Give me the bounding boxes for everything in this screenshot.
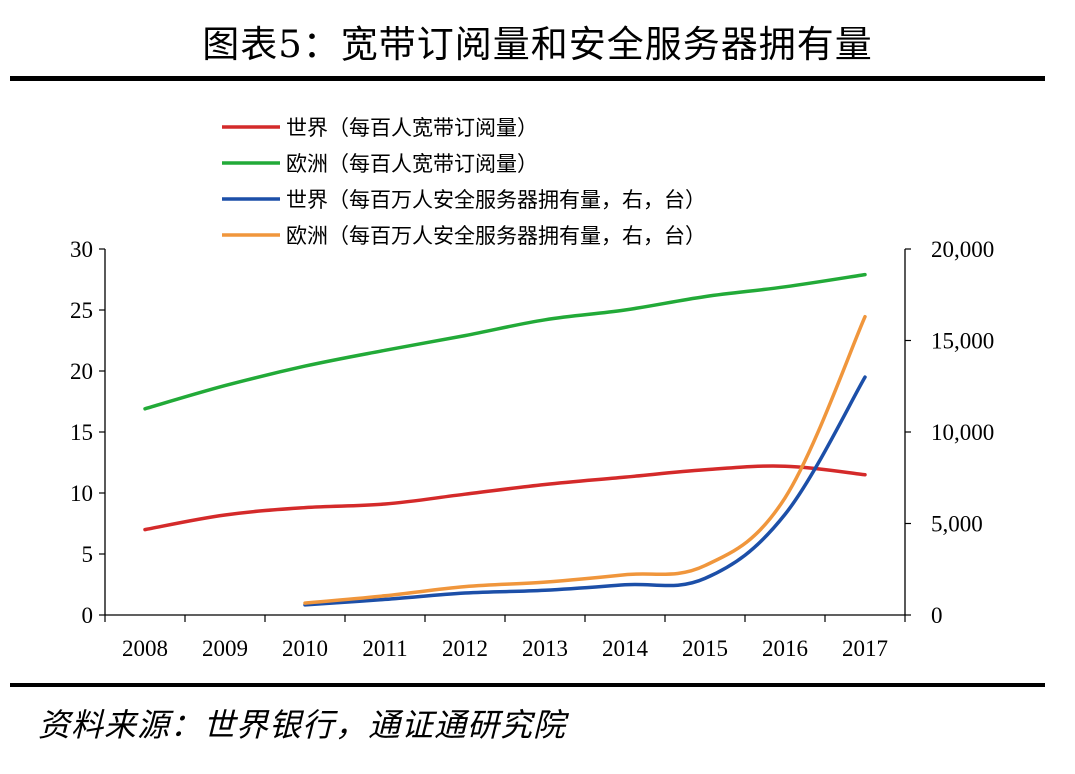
x-tick-label: 2015 (682, 636, 728, 661)
chart-title: 图表5：宽带订阅量和安全服务器拥有量 (202, 23, 873, 66)
left-y-tick-label: 15 (70, 420, 93, 445)
left-y-tick-label: 10 (70, 481, 93, 506)
right-y-tick-label: 0 (931, 603, 943, 628)
left-y-tick-label: 5 (82, 542, 94, 567)
x-tick-label: 2017 (842, 636, 888, 661)
right-y-tick-label: 10,000 (931, 420, 994, 445)
title-underline (10, 76, 1045, 81)
right-y-tick-label: 20,000 (931, 237, 994, 262)
left-y-tick-label: 0 (82, 603, 94, 628)
series-line-world-servers (303, 375, 867, 607)
source-note: 资料来源：世界银行，通证通研究院 (38, 706, 567, 744)
series-layer (143, 272, 867, 607)
x-tick-label: 2013 (522, 636, 568, 661)
right-y-tick-label: 15,000 (931, 329, 994, 354)
legend-entry-world-servers-label: 世界（每百万人安全服务器拥有量，右，台） (286, 188, 706, 212)
series-line-world-broadband (143, 464, 867, 532)
left-y-tick-label: 30 (70, 237, 93, 262)
left-y-tick-label: 20 (70, 359, 93, 384)
legend-entry-world-broadband-label: 世界（每百人宽带订阅量） (286, 116, 538, 140)
x-tick-label: 2010 (282, 636, 328, 661)
x-tick-label: 2008 (122, 636, 168, 661)
source-divider (10, 683, 1045, 687)
x-tick-label: 2012 (442, 636, 488, 661)
right-y-tick-label: 5,000 (931, 512, 983, 537)
x-tick-label: 2016 (762, 636, 808, 661)
chart-area: 世界（每百人宽带订阅量） 欧洲（每百人宽带订阅量） 世界（每百万人安全服务器拥有量，… (70, 116, 994, 661)
series-line-europe-servers (303, 314, 867, 605)
x-tick-label: 2014 (602, 636, 649, 661)
legend: 世界（每百人宽带订阅量） 欧洲（每百人宽带订阅量） 世界（每百万人安全服务器拥有量，… (222, 116, 706, 248)
chart-axes: 0 5 10 15 20 25 30 0 5,000 10,000 15,000 20,000 2008… (70, 237, 994, 661)
x-tick-label: 2011 (362, 636, 407, 661)
x-tick-label: 2009 (202, 636, 248, 661)
series-line-europe-broadband (143, 272, 867, 411)
legend-entry-europe-broadband-label: 欧洲（每百人宽带订阅量） (286, 152, 538, 176)
left-y-tick-label: 25 (70, 298, 93, 323)
legend-entry-europe-servers-label: 欧洲（每百万人安全服务器拥有量，右，台） (286, 224, 706, 248)
